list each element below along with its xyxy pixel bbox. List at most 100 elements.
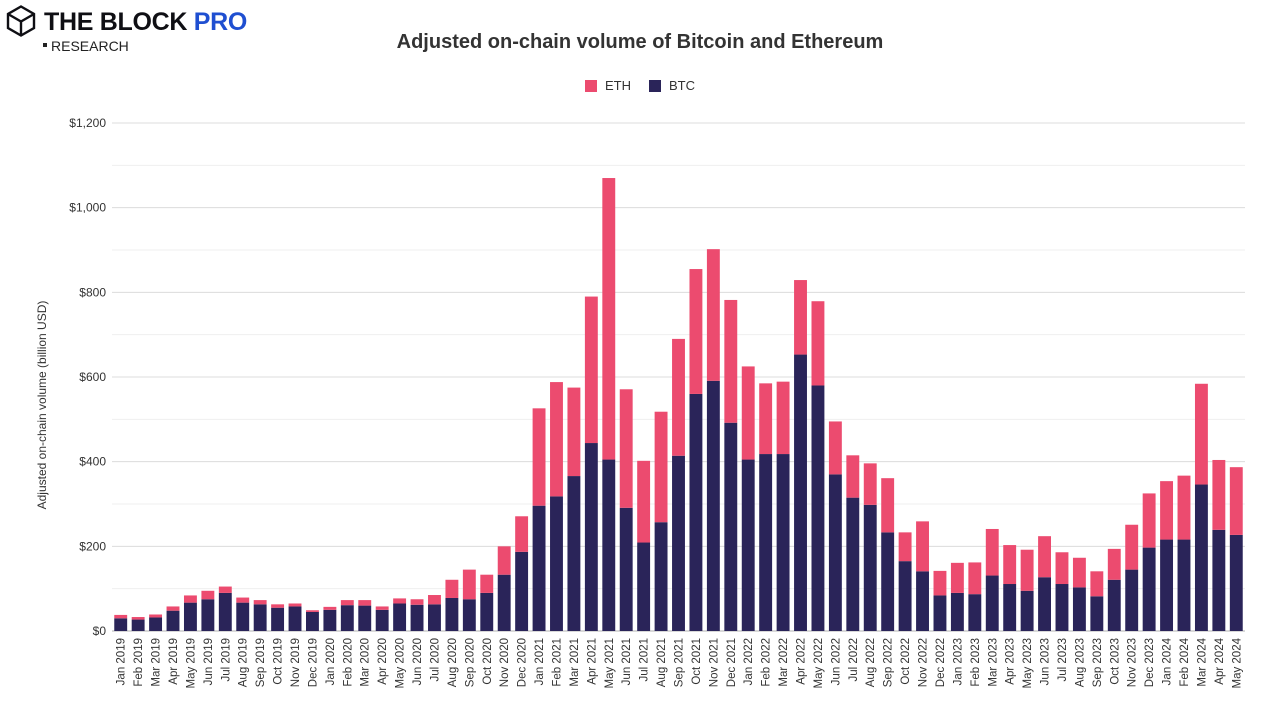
x-tick-label: Apr 2024 — [1214, 637, 1226, 684]
bar-eth — [1020, 549, 1034, 591]
bar-btc — [1020, 590, 1034, 631]
x-tick-label: Mar 2023 — [987, 638, 999, 687]
bar-btc — [1194, 484, 1208, 631]
bar-btc — [811, 385, 825, 631]
bar-eth — [428, 595, 441, 605]
x-tick-label: Jan 2019 — [116, 638, 128, 685]
bullet-icon — [43, 43, 47, 48]
x-tick-label: Jun 2023 — [1040, 638, 1052, 685]
y-tick-label: $1,200 — [69, 116, 106, 130]
bar-btc — [637, 542, 651, 631]
x-tick-label: Mar 2021 — [569, 638, 581, 687]
x-tick-label: Jul 2022 — [848, 638, 860, 681]
bar-eth — [950, 562, 964, 593]
bar-eth — [968, 562, 982, 595]
bar-eth — [306, 610, 319, 612]
bar-btc — [776, 454, 790, 631]
bar-btc — [794, 354, 807, 631]
x-tick-label: Nov 2020 — [499, 638, 511, 687]
legend-label-btc: BTC — [669, 78, 695, 93]
x-tick-label: Apr 2023 — [1005, 638, 1017, 685]
bar-btc — [445, 597, 459, 631]
x-tick-label: Apr 2021 — [586, 638, 598, 685]
x-tick-label: Feb 2020 — [342, 638, 354, 687]
bar-eth — [218, 586, 232, 593]
x-tick-label: Oct 2022 — [900, 638, 912, 685]
bar-btc — [288, 606, 302, 631]
bar-eth — [846, 455, 860, 498]
y-tick-label: $400 — [79, 455, 106, 469]
bar-btc — [410, 604, 424, 631]
bar-eth — [515, 516, 529, 552]
bar-eth — [933, 570, 947, 596]
bar-btc — [515, 551, 529, 631]
legend-label-eth: ETH — [605, 78, 631, 93]
bar-btc — [358, 605, 372, 631]
bar-eth — [654, 411, 668, 523]
bar-eth — [898, 532, 912, 562]
bar-eth — [201, 590, 215, 600]
bar-eth — [985, 528, 999, 576]
bar-eth — [1212, 459, 1226, 530]
bar-btc — [602, 459, 616, 631]
bar-eth — [567, 387, 581, 477]
bar-eth — [672, 338, 685, 456]
x-tick-label: Dec 2020 — [517, 638, 529, 687]
brand-name: THE BLOCK PRO — [44, 8, 248, 36]
x-tick-label: Mar 2019 — [151, 638, 163, 687]
bar-btc — [218, 592, 232, 631]
x-tick-label: Jan 2020 — [325, 638, 337, 685]
bar-eth — [1229, 467, 1243, 535]
y-tick-label: $0 — [93, 624, 107, 638]
bar-btc — [1055, 584, 1069, 631]
bar-btc — [1160, 539, 1174, 631]
bar-eth — [253, 600, 267, 605]
legend-swatch-eth — [585, 79, 597, 92]
bar-btc — [724, 422, 738, 631]
x-tick-label: May 2021 — [604, 638, 616, 689]
bar-btc — [428, 604, 441, 631]
bar-btc — [236, 602, 250, 631]
bar-btc — [881, 532, 895, 631]
brand-subtitle: RESEARCH — [43, 38, 129, 54]
x-tick-label: Aug 2019 — [238, 638, 250, 687]
bar-eth — [166, 606, 180, 611]
bar-eth — [1125, 524, 1139, 570]
bar-btc — [131, 619, 145, 631]
bar-eth — [550, 382, 563, 497]
bar-eth — [619, 389, 633, 508]
bar-eth — [602, 178, 616, 460]
x-tick-label: Nov 2021 — [708, 638, 720, 687]
x-tick-label: Sep 2021 — [674, 638, 686, 687]
bar-btc — [340, 605, 354, 631]
x-tick-label: Nov 2022 — [918, 638, 930, 687]
bar-eth — [741, 366, 755, 460]
bar-btc — [1038, 577, 1051, 631]
x-tick-label: May 2024 — [1231, 637, 1243, 688]
bar-btc — [1229, 534, 1243, 631]
bar-eth — [724, 299, 738, 423]
x-tick-label: Dec 2023 — [1144, 638, 1156, 687]
bar-btc — [1003, 584, 1017, 631]
bar-eth — [584, 296, 598, 444]
bar-btc — [584, 443, 598, 631]
bar-eth — [340, 600, 354, 606]
bar-eth — [1142, 493, 1156, 548]
bar-eth — [863, 463, 877, 505]
x-tick-label: Dec 2021 — [726, 638, 738, 687]
chart-title: Adjusted on-chain volume of Bitcoin and … — [396, 31, 884, 53]
legend-item-btc: BTC — [649, 78, 695, 93]
x-tick-label: Jun 2022 — [830, 638, 842, 685]
bar-btc — [689, 393, 703, 631]
y-tick-label: $800 — [79, 285, 106, 299]
bar-eth — [689, 269, 703, 394]
x-tick-label: Apr 2022 — [796, 638, 808, 685]
x-tick-label: Feb 2023 — [970, 638, 982, 687]
bar-eth — [1160, 481, 1174, 540]
bar-btc — [480, 592, 494, 631]
bar-eth — [480, 574, 494, 593]
bar-eth — [410, 599, 424, 605]
bar-btc — [114, 618, 128, 631]
x-tick-label: Feb 2022 — [761, 638, 773, 687]
bar-btc — [253, 604, 267, 631]
